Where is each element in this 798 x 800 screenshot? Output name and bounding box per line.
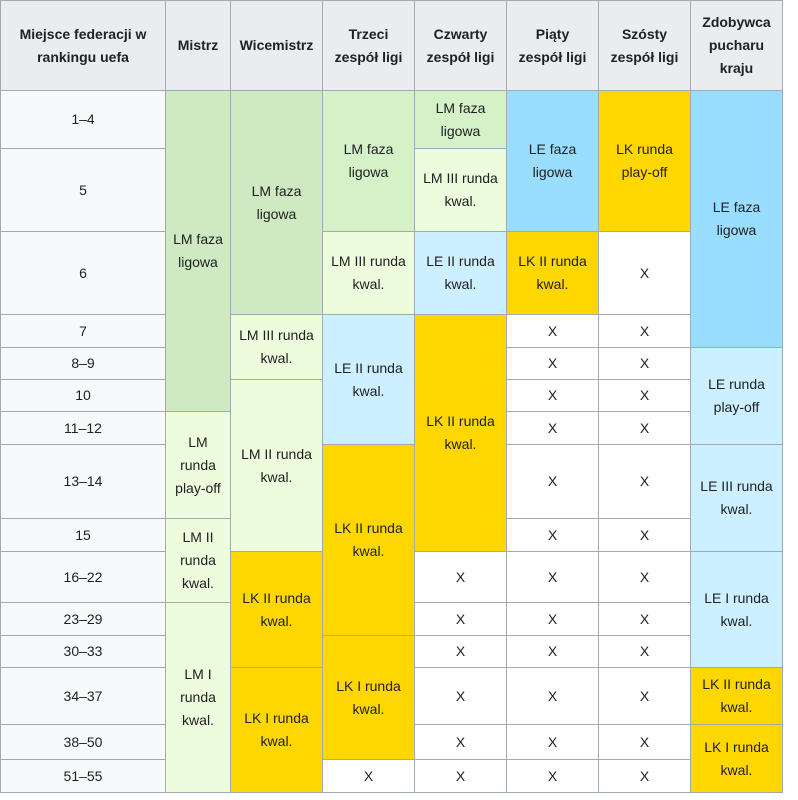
cell: X xyxy=(414,602,507,636)
row-label: 34–37 xyxy=(0,667,166,725)
cell: LK runda play-off xyxy=(598,90,691,232)
cell: X xyxy=(506,411,599,445)
row: 7 LM III runda kwal. LE II runda kwal. LK I… xyxy=(0,314,783,552)
cell: X xyxy=(506,444,599,519)
cell: LK II runda kwal. xyxy=(322,444,415,636)
cell: LE runda play-off xyxy=(690,347,783,445)
cell: X xyxy=(506,667,599,725)
cell: X xyxy=(506,759,599,793)
cell: X xyxy=(506,314,599,348)
row-label: 15 xyxy=(0,518,166,552)
row-label: 38–50 xyxy=(0,724,166,760)
cell: X xyxy=(598,411,691,445)
row-label: 30–33 xyxy=(0,635,166,668)
row-label: 16–22 xyxy=(0,551,166,603)
row: 11–12 LM runda play-off X X xyxy=(0,411,783,519)
cell: LM II runda kwal. xyxy=(165,518,231,603)
row: 51–55 X X X X xyxy=(0,759,783,793)
cell: X xyxy=(414,551,507,603)
cell: X xyxy=(414,667,507,725)
cell: X xyxy=(506,347,599,380)
row: 1–4 LM faza ligowa LM faza ligowa LM faza l… xyxy=(0,90,783,412)
cell: LK II runda kwal. xyxy=(506,231,599,315)
cell: LE II runda kwal. xyxy=(414,231,507,315)
cell: LM faza ligowa xyxy=(322,90,415,232)
row: 16–22 LK II runda kwal. X X X LE I runda kwal… xyxy=(0,551,783,668)
cell: X xyxy=(598,347,691,380)
column-header: Wicemistrz xyxy=(230,0,323,91)
cell: LM III runda kwal. xyxy=(322,231,415,315)
cell: LE I runda kwal. xyxy=(690,551,783,668)
cell: X xyxy=(598,667,691,725)
row: 34–37 LK I runda kwal. X X X LK II runda kwal… xyxy=(0,667,783,793)
cell: LM III runda kwal. xyxy=(414,148,507,232)
cell: LE III runda kwal. xyxy=(690,444,783,552)
cell: X xyxy=(598,635,691,668)
cell: LK II runda kwal. xyxy=(690,667,783,725)
cell: X xyxy=(506,635,599,668)
cell: LM faza ligowa xyxy=(414,90,507,149)
row-label: 8–9 xyxy=(0,347,166,380)
cell: LE II runda kwal. xyxy=(322,314,415,445)
column-header: Piąty zespół ligi xyxy=(506,0,599,91)
cell: LE faza ligowa xyxy=(690,90,783,348)
header-row: Miejsce federacji w rankingu uefa Mistrz W… xyxy=(0,0,783,91)
cell: LM runda play-off xyxy=(165,411,231,519)
cell: X xyxy=(506,518,599,552)
row-label: 51–55 xyxy=(0,759,166,793)
cell: LM III runda kwal. xyxy=(230,314,323,380)
row: 6 LM III runda kwal. LE II runda kwal. LK I… xyxy=(0,231,783,315)
row: 10 LM II runda kwal. X X xyxy=(0,379,783,552)
table: Miejsce federacji w rankingu uefa Mistrz W… xyxy=(0,0,783,793)
column-header: Miejsce federacji w rankingu uefa xyxy=(0,0,166,91)
cell: LK I runda kwal. xyxy=(230,667,323,793)
cell: X xyxy=(598,724,691,760)
cell: LK II runda kwal. xyxy=(230,551,323,668)
cell: X xyxy=(506,379,599,412)
row-label: 6 xyxy=(0,231,166,315)
row-label: 5 xyxy=(0,148,166,232)
cell: X xyxy=(598,602,691,636)
column-header: Mistrz xyxy=(165,0,231,91)
cell: LE faza ligowa xyxy=(506,90,599,232)
cell: X xyxy=(506,724,599,760)
cell: X xyxy=(598,518,691,552)
row-label: 11–12 xyxy=(0,411,166,445)
cell: X xyxy=(598,314,691,348)
cell: X xyxy=(414,759,507,793)
row-label: 13–14 xyxy=(0,444,166,519)
row-label: 1–4 xyxy=(0,90,166,149)
cell: LK I runda kwal. xyxy=(322,635,415,760)
row-label: 10 xyxy=(0,379,166,412)
row: 38–50 X X X LK I runda kwal. xyxy=(0,724,783,793)
column-header: Trzeci zespół ligi xyxy=(322,0,415,91)
cell: LM II runda kwal. xyxy=(230,379,323,552)
cell: X xyxy=(506,602,599,636)
row-label: 23–29 xyxy=(0,602,166,636)
cell: LK II runda kwal. xyxy=(414,314,507,552)
cell: X xyxy=(598,231,691,315)
cell: LM I runda kwal. xyxy=(165,602,231,793)
row: 13–14 LK II runda kwal. X X LE III runda kwa… xyxy=(0,444,783,636)
column-header: Szósty zespół ligi xyxy=(598,0,691,91)
cell: LM faza ligowa xyxy=(165,90,231,412)
cell: X xyxy=(598,759,691,793)
cell: X xyxy=(322,759,415,793)
cell: X xyxy=(414,724,507,760)
cell: X xyxy=(598,551,691,603)
row: 5 LM III runda kwal. xyxy=(0,148,783,232)
cell: X xyxy=(598,379,691,412)
row-label: 7 xyxy=(0,314,166,348)
cell: X xyxy=(598,444,691,519)
row: 30–33 LK I runda kwal. X X X xyxy=(0,635,783,760)
cell: X xyxy=(506,551,599,603)
column-header: Czwarty zespół ligi xyxy=(414,0,507,91)
cell: X xyxy=(414,635,507,668)
column-header: Zdobywca pucharu kraju xyxy=(690,0,783,91)
cell: LM faza ligowa xyxy=(230,90,323,315)
cell: LK I runda kwal. xyxy=(690,724,783,793)
